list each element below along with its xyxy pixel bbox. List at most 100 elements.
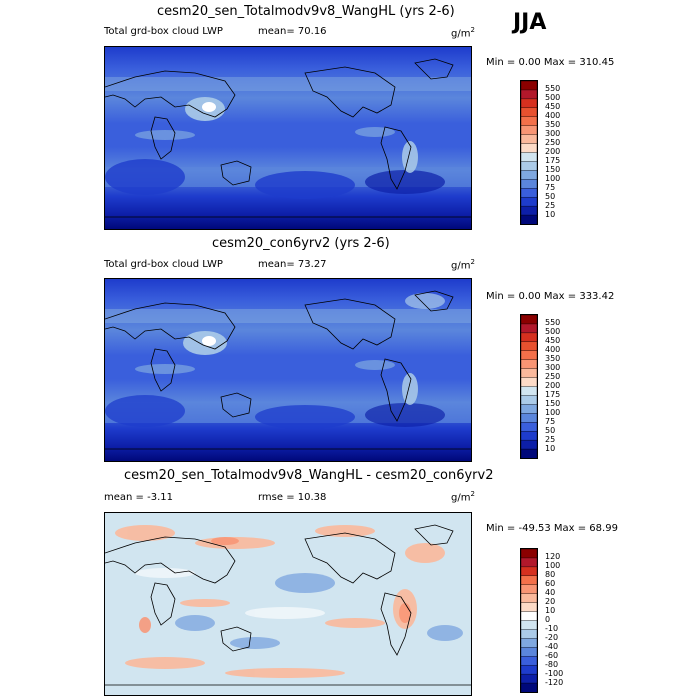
panel-2-colorbar-swatch: [521, 413, 537, 423]
panel-2-colorbar-swatch: [521, 323, 537, 334]
panel-3-cb-label: 10: [545, 606, 556, 615]
panel-1-colorbar-swatch: [521, 98, 537, 109]
panel-3-mean: mean = -3.11: [104, 492, 173, 503]
panel-2-cb-label: 550: [545, 318, 561, 327]
panel-3-map-svg: [105, 513, 471, 695]
panel-1-colorbar: [520, 80, 538, 225]
panel-1-colorbar-swatch: [521, 179, 537, 189]
panel-3-colorbar-svg: [521, 549, 537, 692]
panel-1-units-base: g/m: [451, 28, 471, 40]
panel-3-minmax: Min = -49.53 Max = 68.99: [486, 523, 618, 534]
panel-2-cb-label: 25: [545, 435, 556, 444]
panel-2-colorbar-swatch: [521, 332, 537, 343]
panel-2-cb-label: 250: [545, 372, 561, 381]
panel-2-cb-label: 10: [545, 444, 556, 453]
panel-3-cb-label: -120: [545, 678, 564, 687]
panel-2-cb-label: 50: [545, 426, 556, 435]
panel-1-colorbar-swatch: [521, 214, 537, 224]
panel-3-colorbar-swatch: [521, 620, 537, 631]
panel-2-colorbar-swatch: [521, 430, 537, 441]
panel-3-colorbar-swatch: [521, 664, 537, 675]
panel-1-colorbar-swatch: [521, 205, 537, 216]
panel-3-colorbar-swatch: [521, 629, 537, 640]
panel-1-colorbar-swatch: [521, 161, 537, 172]
panel-3-colorbar-swatch: [521, 593, 537, 604]
panel-2-colorbar-swatch: [521, 341, 537, 352]
panel-3-cb-label: 60: [545, 579, 556, 588]
panel-2-colorbar-swatch: [521, 386, 537, 397]
panel-1-colorbar-swatch: [521, 81, 537, 91]
panel-2-colorbar-swatch: [521, 377, 537, 388]
panel-2-cb-label: 200: [545, 381, 561, 390]
panel-2-map: [104, 278, 472, 462]
panel-1-cb-label: 200: [545, 147, 561, 156]
panel-3-colorbar-swatch: [521, 611, 537, 622]
panel-3-cb-label: -40: [545, 642, 559, 651]
panel-3-cb-label: 120: [545, 552, 561, 561]
panel-3-colorbar-swatch: [521, 584, 537, 595]
panel-1-cb-label: 75: [545, 183, 556, 192]
panel-1-colorbar-swatch: [521, 89, 537, 100]
panel-3-colorbar-swatch: [521, 575, 537, 586]
panel-1-cb-label: 50: [545, 192, 556, 201]
panel-1-cb-label: 400: [545, 111, 561, 120]
panel-3-colorbar-swatch: [521, 638, 537, 649]
panel-1-map-svg: [105, 47, 471, 229]
panel-2-map-svg: [105, 279, 471, 461]
panel-1-left-label: Total grd-box cloud LWP: [104, 26, 223, 37]
panel-1-cb-label: 150: [545, 165, 561, 174]
panel-1-cb-label: 175: [545, 156, 561, 165]
panel-2-cb-label: 350: [545, 354, 561, 363]
panel-3-cb-label: -60: [545, 651, 559, 660]
panel-2-cb-label: 100: [545, 408, 561, 417]
panel-1-cb-label: 10: [545, 210, 556, 219]
panel-3-units-sup: 2: [470, 490, 475, 498]
panel-1-colorbar-swatch: [521, 170, 537, 181]
panel-3-cb-label: -100: [545, 669, 564, 678]
panel-1-colorbar-swatch: [521, 196, 537, 207]
panel-1-map: [104, 46, 472, 230]
panel-2-coastlines: [105, 290, 471, 450]
panel-2-cb-label: 75: [545, 417, 556, 426]
panel-3-colorbar-swatch: [521, 549, 537, 559]
panel-1-colorbar-swatch: [521, 107, 537, 118]
panel-2-colorbar-swatch: [521, 422, 537, 432]
panel-2-cb-label: 500: [545, 327, 561, 336]
panel-2-colorbar: [520, 314, 538, 459]
panel-2-colorbar-swatch: [521, 448, 537, 458]
panel-3-colorbar-swatch: [521, 656, 537, 666]
panel-3-colorbar-swatch: [521, 673, 537, 684]
panel-3-cb-label: 40: [545, 588, 556, 597]
panel-1-colorbar-svg: [521, 81, 537, 224]
panel-2-colorbar-swatch: [521, 315, 537, 325]
panel-1-cb-label: 300: [545, 129, 561, 138]
panel-2-cb-label: 400: [545, 345, 561, 354]
panel-2-minmax: Min = 0.00 Max = 333.42: [486, 291, 615, 302]
panel-3-cb-label: 0: [545, 615, 551, 624]
panel-1-colorbar-swatch: [521, 125, 537, 136]
panel-1-cb-label: 25: [545, 201, 556, 210]
panel-2-colorbar-swatch: [521, 368, 537, 379]
season-label: JJA: [513, 10, 547, 35]
panel-1-units-sup: 2: [470, 26, 475, 34]
panel-2-left-label: Total grd-box cloud LWP: [104, 259, 223, 270]
panel-3-colorbar-swatch: [521, 557, 537, 568]
panel-3-cb-label: 100: [545, 561, 561, 570]
panel-1-colorbar-swatch: [521, 188, 537, 198]
panel-3-coastlines: [105, 524, 471, 686]
panel-3-cb-label: -20: [545, 633, 559, 642]
panel-1-colorbar-swatch: [521, 152, 537, 163]
panel-2-mean: mean= 73.27: [258, 259, 327, 270]
panel-3-colorbar: [520, 548, 538, 693]
panel-3-colorbar-swatch: [521, 682, 537, 692]
panel-1-cb-label: 450: [545, 102, 561, 111]
panel-1-units: g/m2: [451, 26, 475, 39]
panel-1-title: cesm20_sen_Totalmodv9v8_WangHL (yrs 2-6): [157, 4, 455, 19]
panel-2-cb-label: 450: [545, 336, 561, 345]
panel-3-rmse: rmse = 10.38: [258, 492, 327, 503]
panel-2-colorbar-swatch: [521, 395, 537, 406]
panel-3-title: cesm20_sen_Totalmodv9v8_WangHL - cesm20_…: [124, 468, 494, 483]
panel-3-colorbar-swatch: [521, 602, 537, 613]
panel-2-colorbar-swatch: [521, 404, 537, 415]
panel-1-cb-label: 250: [545, 138, 561, 147]
